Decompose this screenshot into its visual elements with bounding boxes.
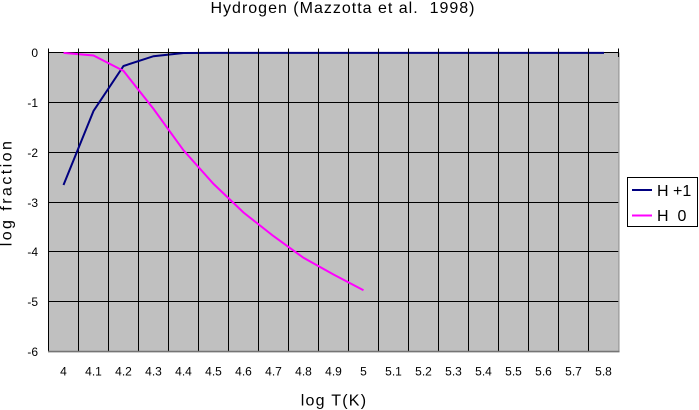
svg-text:4.3: 4.3 — [145, 365, 162, 379]
svg-text:4.5: 4.5 — [205, 365, 222, 379]
svg-text:5.4: 5.4 — [475, 365, 492, 379]
svg-text:4.9: 4.9 — [325, 365, 342, 379]
svg-text:log fraction: log fraction — [0, 139, 16, 247]
svg-text:5.3: 5.3 — [445, 365, 462, 379]
svg-text:5.1: 5.1 — [385, 365, 402, 379]
svg-text:4.7: 4.7 — [265, 365, 282, 379]
svg-text:4.8: 4.8 — [295, 365, 312, 379]
svg-text:-6: -6 — [27, 345, 38, 359]
svg-text:4: 4 — [60, 365, 67, 379]
svg-text:5.7: 5.7 — [565, 365, 582, 379]
svg-text:Hydrogen (Mazzotta et al. 199: Hydrogen (Mazzotta et al. 1998) — [210, 0, 475, 17]
svg-text:0: 0 — [31, 46, 38, 60]
svg-text:-3: -3 — [27, 196, 38, 210]
svg-text:5.5: 5.5 — [505, 365, 522, 379]
svg-text:4.1: 4.1 — [85, 365, 102, 379]
svg-text:log T(K): log T(K) — [301, 392, 368, 409]
svg-text:5: 5 — [360, 365, 367, 379]
svg-text:-4: -4 — [27, 245, 38, 259]
svg-text:-1: -1 — [27, 96, 38, 110]
svg-text:-5: -5 — [27, 295, 38, 309]
svg-text:H +1: H +1 — [657, 183, 691, 200]
svg-text:H 0: H 0 — [657, 208, 686, 225]
svg-text:-2: -2 — [27, 146, 38, 160]
svg-text:4.2: 4.2 — [115, 365, 132, 379]
svg-text:5.6: 5.6 — [535, 365, 552, 379]
svg-text:5.2: 5.2 — [415, 365, 432, 379]
svg-text:5.8: 5.8 — [595, 365, 612, 379]
svg-text:4.4: 4.4 — [175, 365, 192, 379]
svg-text:4.6: 4.6 — [235, 365, 252, 379]
